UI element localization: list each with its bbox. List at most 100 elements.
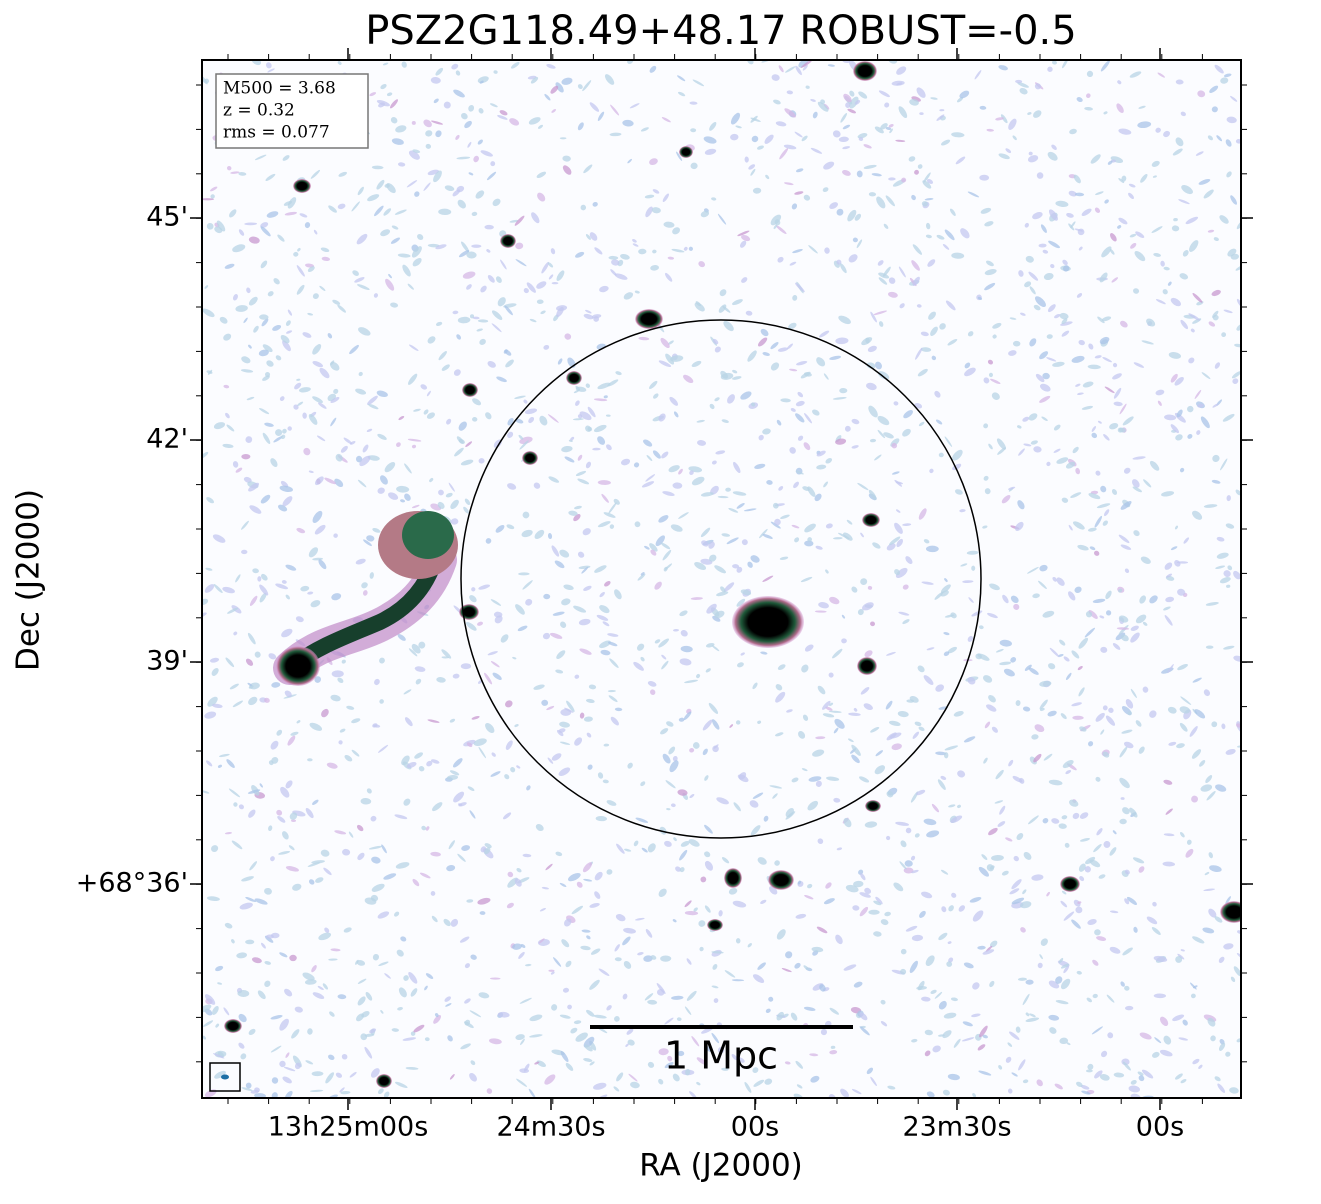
noise-speck	[704, 905, 711, 913]
noise-speck	[808, 776, 822, 782]
noise-speck	[868, 489, 877, 500]
noise-speck	[582, 528, 591, 536]
noise-speck	[945, 300, 956, 311]
noise-speck	[840, 112, 848, 123]
noise-speck	[926, 1091, 935, 1098]
noise-speck	[736, 566, 743, 573]
noise-speck	[212, 1005, 219, 1015]
central-source	[732, 596, 804, 648]
noise-speck	[266, 211, 279, 218]
noise-speck	[1212, 454, 1220, 462]
noise-speck	[550, 248, 556, 255]
noise-speck	[856, 239, 863, 249]
noise-speck	[466, 899, 474, 903]
noise-speck	[455, 70, 461, 76]
noise-speck	[816, 450, 826, 457]
noise-speck	[1126, 896, 1138, 905]
noise-speck	[395, 125, 407, 133]
noise-speck	[713, 998, 719, 1003]
noise-speck	[967, 635, 973, 642]
noise-speck	[1068, 190, 1077, 197]
noise-speck	[267, 68, 275, 73]
noise-speck	[741, 234, 751, 242]
noise-speck	[349, 344, 359, 355]
noise-speck	[887, 1085, 896, 1090]
noise-speck	[864, 887, 872, 894]
noise-speck	[285, 564, 297, 571]
noise-speck	[623, 960, 632, 969]
noise-speck	[452, 310, 459, 315]
info-box	[215, 73, 369, 149]
noise-speck	[1132, 486, 1143, 493]
noise-speck	[202, 308, 215, 318]
noise-speck	[594, 247, 603, 255]
noise-speck	[225, 657, 235, 668]
noise-speck	[940, 584, 951, 594]
noise-speck	[819, 984, 826, 992]
noise-speck	[260, 494, 271, 504]
noise-speck	[789, 261, 797, 266]
noise-speck	[556, 306, 564, 318]
noise-speck	[1047, 304, 1056, 313]
noise-speck	[896, 66, 907, 75]
noise-speck	[207, 696, 218, 707]
noise-speck	[264, 980, 271, 988]
noise-speck	[320, 849, 330, 857]
noise-speck	[1007, 1088, 1013, 1094]
noise-speck	[574, 505, 582, 510]
noise-speck	[285, 330, 293, 334]
noise-speck	[1118, 534, 1130, 544]
noise-speck	[1180, 111, 1186, 117]
noise-speck	[841, 638, 847, 644]
noise-speck	[1050, 264, 1055, 269]
noise-speck	[950, 815, 963, 823]
noise-speck	[664, 840, 672, 847]
noise-speck	[854, 213, 862, 221]
noise-speck	[943, 752, 949, 759]
noise-speck	[319, 367, 330, 379]
noise-speck	[649, 65, 657, 73]
noise-speck	[914, 721, 922, 727]
noise-speck	[456, 334, 461, 340]
noise-speck	[944, 436, 953, 447]
noise-speck	[670, 803, 676, 808]
noise-speck	[1065, 461, 1076, 469]
noise-speck	[324, 477, 336, 485]
noise-speck	[1022, 1079, 1029, 1084]
noise-speck	[359, 455, 371, 467]
noise-speck	[487, 274, 495, 283]
noise-speck	[992, 334, 997, 339]
noise-speck	[775, 684, 783, 691]
noise-speck	[1037, 962, 1043, 969]
noise-speck	[1029, 338, 1037, 347]
noise-speck	[763, 815, 769, 822]
noise-speck	[377, 433, 387, 440]
noise-speck	[476, 328, 483, 332]
noise-speck	[1022, 993, 1030, 1006]
noise-speck	[356, 824, 364, 832]
noise-speck	[593, 1014, 607, 1019]
noise-speck	[260, 942, 266, 949]
noise-speck	[922, 180, 932, 189]
noise-speck	[358, 327, 371, 336]
noise-speck	[737, 230, 750, 237]
noise-speck	[1109, 423, 1119, 430]
noise-speck	[1186, 839, 1192, 845]
noise-speck	[714, 397, 720, 402]
noise-speck	[859, 1012, 868, 1021]
noise-speck	[453, 369, 461, 376]
noise-speck	[262, 344, 273, 353]
noise-speck	[829, 1007, 839, 1015]
noise-speck	[314, 676, 321, 683]
noise-speck	[640, 572, 645, 576]
noise-speck	[753, 1079, 765, 1087]
noise-speck	[484, 847, 491, 855]
noise-speck	[829, 596, 840, 605]
noise-speck	[496, 376, 507, 383]
noise-speck	[518, 434, 524, 440]
noise-speck	[1073, 174, 1081, 184]
noise-speck	[400, 499, 406, 503]
noise-speck	[597, 111, 605, 121]
noise-speck	[721, 419, 729, 423]
noise-speck	[1074, 586, 1082, 594]
